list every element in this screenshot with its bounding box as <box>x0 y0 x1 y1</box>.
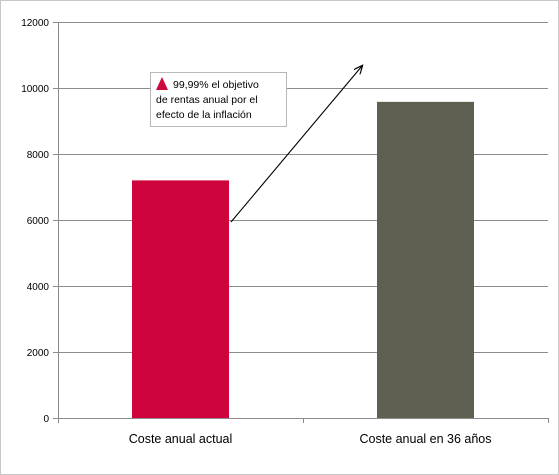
gridlines <box>58 22 548 353</box>
y-tick-label: 8000 <box>27 150 50 161</box>
bars <box>132 101 474 419</box>
x-tick-label: Coste anual actual <box>129 432 233 446</box>
x-tick-label: Coste anual en 36 años <box>359 432 491 446</box>
red-triangle-up-icon <box>156 77 168 90</box>
y-tick-label: 4000 <box>27 282 50 293</box>
bar <box>377 101 474 419</box>
annotation-callout: 99,99% el objetivo de rentas anual por e… <box>150 72 287 127</box>
annotation-line-1: 99,99% el objetivo <box>156 77 282 93</box>
bar <box>132 180 229 418</box>
annotation-line-2: de rentas anual por el <box>156 94 258 106</box>
y-tick-label: 10000 <box>21 84 49 95</box>
axes <box>53 22 549 423</box>
y-tick-label: 12000 <box>21 18 49 29</box>
y-tick-label: 6000 <box>27 216 50 227</box>
y-tick-label: 2000 <box>27 348 50 359</box>
increase-arrow <box>230 66 362 223</box>
y-tick-label: 0 <box>43 414 49 425</box>
annotation-line-3: efecto de la inflación <box>156 109 252 121</box>
tick-labels: 0 2000 4000 6000 8000 10000 12000 Coste anual a… <box>21 18 491 446</box>
